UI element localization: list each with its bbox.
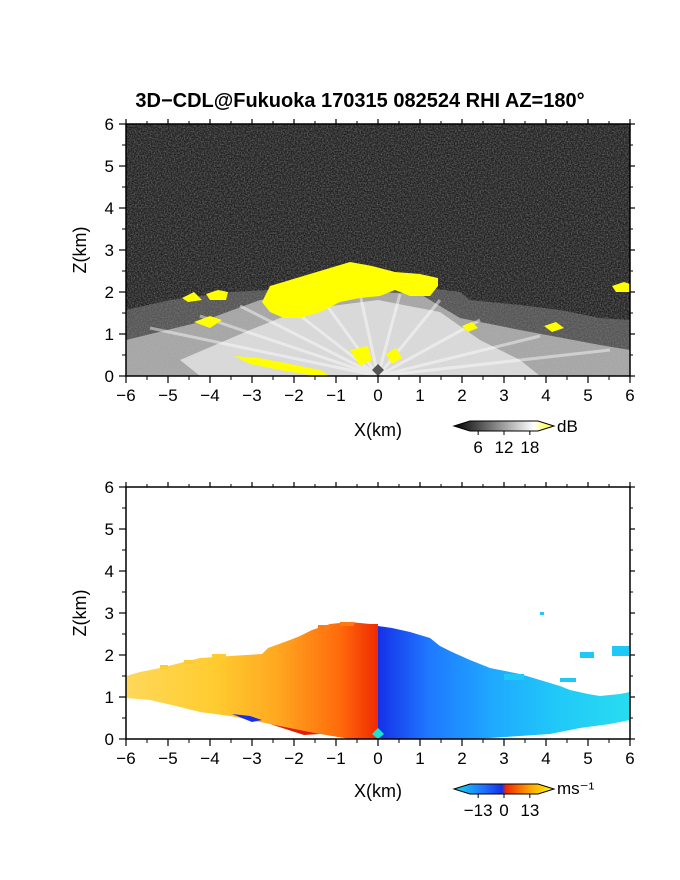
reflectivity-xlabel: X(km) — [354, 420, 402, 440]
y-tick-label: 5 — [105, 157, 114, 176]
x-tick-label: −4 — [200, 386, 219, 405]
velocity-warm-region — [126, 622, 378, 739]
reflectivity-ylabel: Z(km) — [70, 227, 90, 274]
y-tick-label: 6 — [105, 478, 114, 497]
velocity-cool-region — [378, 626, 630, 739]
x-tick-label: 4 — [541, 749, 550, 768]
reflectivity-unit: dB — [557, 417, 578, 436]
x-tick-label: 2 — [457, 749, 466, 768]
x-tick-label: −3 — [242, 386, 261, 405]
colorbar-tick-label: 18 — [520, 438, 539, 457]
colorbar-tick-label: 6 — [473, 438, 482, 457]
y-tick-label: 3 — [105, 604, 114, 623]
y-tick-label: 4 — [105, 199, 114, 218]
y-tick-label: 6 — [105, 115, 114, 134]
x-tick-label: 5 — [583, 749, 592, 768]
x-tick-label: −1 — [326, 386, 345, 405]
x-tick-label: −3 — [242, 749, 261, 768]
velocity-image — [126, 487, 630, 739]
x-tick-label: −5 — [158, 386, 177, 405]
velocity-cool-patches — [504, 612, 630, 682]
reflectivity-panel: −6 −5 −4 −3 −2 −1 0 1 2 3 4 5 6 0 1 2 3 4 5 6 X(km) Z(km) — [70, 115, 635, 440]
radar-site-marker — [372, 364, 384, 376]
colorbar-tick-label: −13 — [464, 801, 493, 820]
y-tick-label: 5 — [105, 520, 114, 539]
x-tick-label: −6 — [116, 749, 135, 768]
x-tick-label: 5 — [583, 386, 592, 405]
y-tick-label: 0 — [105, 730, 114, 749]
reflectivity-colorbar: 6 12 18 dB — [452, 417, 578, 457]
x-tick-label: −5 — [158, 749, 177, 768]
y-tick-label: 1 — [105, 325, 114, 344]
reflectivity-image — [126, 124, 630, 376]
x-tick-label: −2 — [284, 749, 303, 768]
x-tick-label: −1 — [326, 749, 345, 768]
y-tick-label: 0 — [105, 367, 114, 386]
velocity-unit: ms⁻¹ — [557, 779, 595, 798]
x-tick-label: 2 — [457, 386, 466, 405]
y-tick-label: 4 — [105, 562, 114, 581]
y-tick-label: 2 — [105, 646, 114, 665]
velocity-panel: −6 −5 −4 −3 −2 −1 0 1 2 3 4 5 6 0 1 2 3 4 5 6 X(km) Z(km) — [70, 478, 635, 801]
x-tick-label: 6 — [625, 749, 634, 768]
x-tick-label: −4 — [200, 749, 219, 768]
x-tick-label: 1 — [415, 749, 424, 768]
colorbar-tick-label: 13 — [520, 801, 539, 820]
velocity-colorbar: −13 0 13 ms⁻¹ — [452, 779, 595, 820]
x-tick-label: −6 — [116, 386, 135, 405]
x-tick-label: 6 — [625, 386, 634, 405]
x-tick-label: 1 — [415, 386, 424, 405]
x-tick-label: 0 — [373, 386, 382, 405]
reflectivity-ticks — [119, 119, 635, 383]
velocity-xlabel: X(km) — [354, 781, 402, 801]
chart-title: 3D−CDL@Fukuoka 170315 082524 RHI AZ=180° — [135, 90, 584, 112]
velocity-ticks — [119, 482, 635, 746]
strong-echo-regions — [182, 262, 630, 376]
y-tick-label: 3 — [105, 241, 114, 260]
x-tick-label: 3 — [499, 749, 508, 768]
y-tick-label: 1 — [105, 688, 114, 707]
x-tick-label: 4 — [541, 386, 550, 405]
colorbar-tick-label: 12 — [495, 438, 514, 457]
x-tick-label: −2 — [284, 386, 303, 405]
velocity-ylabel: Z(km) — [70, 590, 90, 637]
y-tick-label: 2 — [105, 283, 114, 302]
x-tick-label: 0 — [373, 749, 382, 768]
colorbar-tick-label: 0 — [499, 801, 508, 820]
velocity-site-marker — [372, 728, 384, 739]
x-tick-label: 3 — [499, 386, 508, 405]
